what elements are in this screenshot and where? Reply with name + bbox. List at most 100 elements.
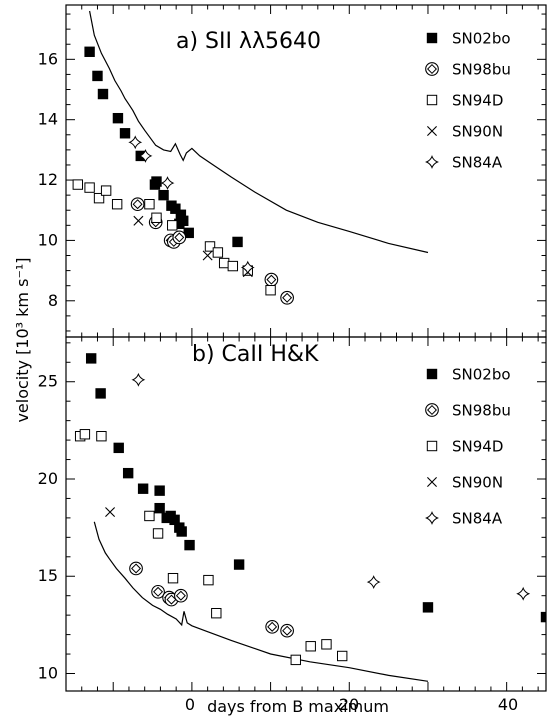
- data-point-sn02bo: [92, 70, 103, 82]
- data-point-sn02bo: [97, 88, 109, 100]
- data-point-sn98bu: [129, 561, 143, 576]
- data-point-sn02bo: [154, 485, 165, 496]
- data-point-sn98bu: [130, 197, 145, 212]
- data-point-sn94d: [93, 192, 105, 204]
- data-point-sn02bo: [169, 514, 180, 526]
- data-point-sn90n: [105, 507, 116, 518]
- data-point-sn84a: [240, 260, 255, 275]
- legend-marker-sn84a: [425, 511, 439, 525]
- legend-marker-sn98bu: [425, 62, 439, 76]
- data-point-sn02bo: [154, 502, 165, 514]
- data-point-sn02bo: [176, 526, 187, 537]
- data-point-sn02bo: [178, 215, 189, 226]
- data-point-sn94d: [265, 285, 276, 296]
- data-point-sn94d: [144, 199, 155, 210]
- data-point-sn94d: [218, 257, 230, 269]
- data-point-sn94d: [72, 179, 84, 190]
- panel-a-legend: SN02bo SN98bu SN94D SN90N SN84A: [425, 30, 511, 172]
- data-point-sn94d: [144, 510, 155, 522]
- data-point-sn90n: [133, 215, 144, 226]
- data-point-sn94d: [167, 220, 178, 231]
- data-point-sn94d: [111, 199, 123, 210]
- data-point-sn94d: [212, 247, 224, 258]
- data-point-sn98bu: [264, 272, 279, 287]
- panel-b-title: b) CaII H&K: [192, 342, 319, 367]
- data-point-sn84a: [516, 586, 531, 601]
- data-point-sn94d: [84, 182, 95, 193]
- legend-label-sn98bu: SN98bu: [452, 61, 511, 79]
- x-tick-label-40: 40: [498, 695, 518, 714]
- data-point-sn94d: [167, 572, 179, 584]
- data-point-sn94d: [203, 574, 214, 586]
- data-point-sn94d: [152, 528, 164, 539]
- data-point-sn84a: [160, 176, 175, 191]
- data-point-sn02bo: [113, 442, 124, 454]
- data-point-sn98bu: [265, 619, 280, 634]
- data-point-sn94d: [211, 607, 222, 619]
- data-point-sn84a: [366, 575, 381, 590]
- panel-b-model-curve: [93, 521, 429, 682]
- y-tick-label: 10: [38, 663, 58, 682]
- panel-b-points: [43, 353, 546, 666]
- data-point-sn98bu: [151, 584, 165, 599]
- panel-b-frame: [65, 336, 547, 692]
- data-point-sn94d: [100, 185, 112, 196]
- data-point-sn94d: [204, 241, 216, 252]
- data-point-sn02bo: [119, 128, 131, 139]
- data-point-sn90n: [202, 250, 213, 261]
- data-point-sn02bo: [183, 227, 194, 239]
- data-point-sn02bo: [184, 539, 195, 551]
- data-point-sn94d: [96, 430, 107, 442]
- y-axis-title: velocity [10³ km s⁻¹]: [13, 257, 32, 422]
- legend-label-sn98bu: SN98bu: [452, 402, 511, 420]
- data-point-sn98bu: [174, 588, 188, 603]
- legend-label-sn94d: SN94D: [452, 438, 503, 456]
- data-point-sn02bo: [95, 388, 106, 399]
- panel-a-title: a) SII λλ5640: [176, 29, 321, 54]
- data-point-sn98bu: [280, 290, 294, 305]
- panel-a-model-curve: [89, 10, 429, 254]
- x-tick-label-20: 20: [339, 695, 359, 714]
- y-tick-label: 16: [38, 49, 58, 68]
- y-tick-label: 15: [38, 566, 58, 585]
- panel-a-points: [72, 46, 294, 305]
- data-point-sn94d: [305, 641, 316, 652]
- model-curve-line: [93, 521, 429, 682]
- data-point-sn02bo: [233, 559, 245, 570]
- y-tick-label: 12: [38, 170, 58, 189]
- data-point-sn02bo: [122, 467, 134, 479]
- data-point-sn02bo: [84, 46, 95, 57]
- model-curve-line: [89, 10, 429, 254]
- legend-label-sn02bo: SN02bo: [452, 30, 511, 48]
- legend-marker-sn90n: [427, 477, 437, 487]
- y-tick-label: 14: [38, 110, 58, 129]
- data-point-sn94d: [321, 639, 332, 650]
- legend-label-sn94d: SN94D: [452, 92, 503, 110]
- y-tick-label: 25: [38, 372, 58, 391]
- legend-marker-sn94d: [426, 94, 438, 106]
- data-point-sn02bo: [540, 611, 546, 623]
- data-point-sn84a: [128, 135, 143, 150]
- legend-marker-sn84a: [425, 155, 439, 169]
- data-point-sn94d: [336, 650, 348, 662]
- data-point-sn02bo: [232, 236, 243, 248]
- legend-marker-sn90n: [427, 126, 437, 136]
- panel-b-ticks: 10 15 20 25: [38, 337, 546, 691]
- data-point-sn02bo: [170, 203, 181, 214]
- data-point-sn02bo: [85, 353, 97, 364]
- legend-label-sn84a: SN84A: [452, 510, 503, 528]
- data-point-sn94d: [151, 212, 162, 223]
- legend-marker-sn98bu: [425, 403, 439, 417]
- data-point-sn90n: [43, 400, 52, 409]
- legend-label-sn84a: SN84A: [452, 154, 503, 172]
- legend-label-sn90n: SN90N: [452, 474, 503, 492]
- legend-label-sn90n: SN90N: [452, 123, 503, 141]
- data-point-sn94d: [290, 654, 301, 666]
- legend-label-sn02bo: SN02bo: [452, 366, 511, 384]
- data-point-sn98bu: [280, 623, 294, 638]
- legend-marker-sn02bo: [426, 368, 438, 380]
- y-tick-label: 10: [38, 230, 58, 249]
- x-axis-title: days from B maximum: [207, 697, 389, 716]
- x-tick-label-0: 0: [185, 695, 195, 714]
